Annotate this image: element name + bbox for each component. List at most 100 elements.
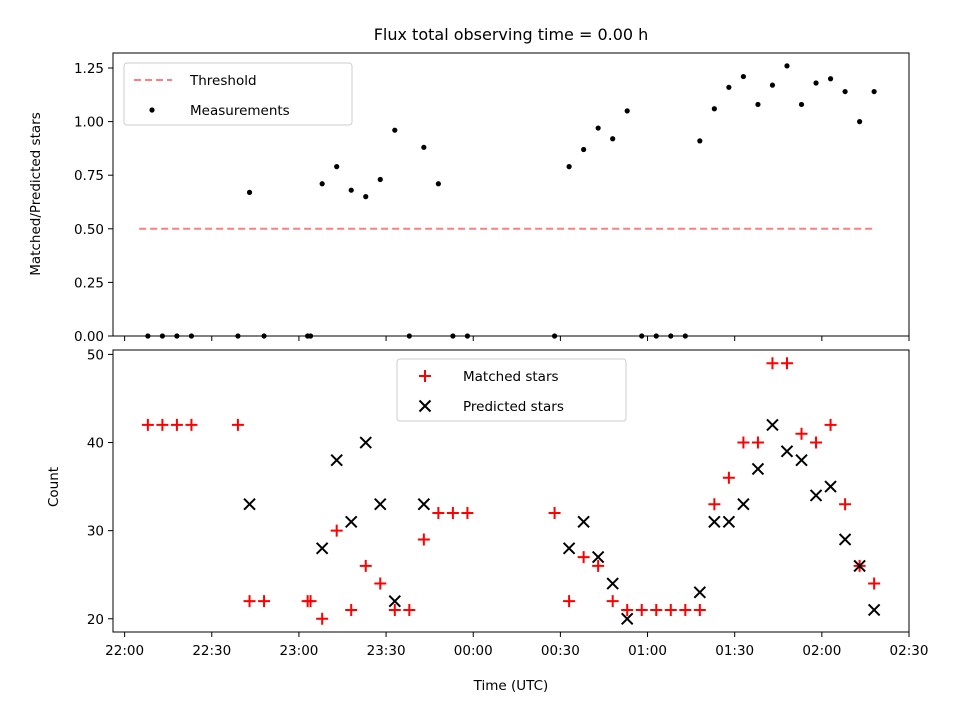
measurements-point: [682, 333, 688, 339]
measurements-point: [392, 127, 398, 133]
measurements-point: [363, 194, 369, 200]
ratio-panel: 0.00 0.25 0.50 0.75 1.00 1.25 Threshold Measure…: [74, 52, 910, 345]
y-tick-label: 1.00: [74, 115, 104, 131]
predicted-stars-point: [795, 453, 808, 467]
y-tick-label: 0.00: [74, 329, 104, 345]
matched-stars-point: [345, 603, 358, 616]
measurements-point: [798, 101, 805, 108]
measurements-point: [668, 333, 674, 339]
legend: Matched stars Predicted stars: [396, 358, 627, 422]
predicted-stars-point: [838, 533, 852, 546]
predicted-stars-point: [737, 498, 750, 511]
predicted-stars-point: [577, 515, 590, 529]
measurements-point: [639, 333, 645, 339]
x-tick-label: 00:30: [541, 643, 580, 659]
measurements-point: [551, 333, 558, 339]
predicted-stars-point: [693, 586, 707, 599]
predicted-stars-point: [606, 577, 619, 590]
matched-stars-point: [592, 559, 605, 572]
x-tick-label: 01:30: [715, 643, 754, 659]
matched-stars-point: [417, 533, 430, 546]
measurements-point: [566, 164, 572, 170]
predicted-stars-point: [824, 480, 837, 493]
matched-stars-point: [868, 577, 881, 590]
x-tick-label: 02:30: [890, 643, 929, 659]
y-tick-label: 30: [87, 524, 104, 540]
plot-frame: [112, 349, 910, 633]
x-tick-label: 01:00: [628, 643, 667, 659]
y-tick-label: 50: [87, 347, 104, 363]
matched-stars-point: [737, 436, 750, 449]
matched-stars-point: [432, 507, 445, 520]
measurements-point: [319, 181, 325, 187]
matched-stars-point: [243, 595, 256, 608]
predicted-stars-legend-label: Predicted stars: [463, 399, 564, 415]
y-tick-label: 0.25: [74, 275, 104, 291]
threshold-legend-label: Threshold: [189, 73, 257, 89]
matched-stars-point: [388, 603, 401, 616]
matched-stars-point: [693, 603, 706, 616]
matched-stars-legend-label: Matched stars: [463, 369, 559, 385]
predicted-stars-point: [780, 445, 794, 458]
measurements-point: [145, 333, 151, 339]
predicted-stars-legend-swatch: [418, 399, 432, 413]
predicted-stars-point: [853, 559, 866, 573]
matched-stars-point: [359, 559, 372, 572]
measurements-legend-label: Measurements: [190, 103, 290, 119]
measurements-point: [610, 136, 616, 142]
matched-stars-point: [577, 551, 590, 564]
x-tick-label: 23:00: [279, 643, 318, 659]
measurements-point: [653, 333, 659, 339]
matched-stars-point: [156, 418, 169, 431]
plot-frame: [112, 52, 910, 337]
measurements-point: [307, 333, 314, 339]
measurements-point: [769, 82, 776, 88]
matched-stars-point: [722, 471, 735, 484]
predicted-stars-point: [374, 498, 387, 511]
predicted-stars-point: [388, 594, 402, 608]
matched-stars-point: [316, 612, 329, 625]
measurements-point: [435, 181, 441, 187]
measurements-point: [595, 125, 601, 131]
matched-stars-point: [810, 436, 823, 449]
matched-stars-point: [548, 507, 561, 520]
measurements-point: [421, 144, 427, 150]
x-tick-label: 22:30: [192, 643, 231, 659]
matched-stars-legend-swatch: [419, 370, 431, 382]
measurements-point: [348, 187, 354, 193]
measurements-point: [406, 333, 412, 339]
measurements-point: [827, 76, 834, 82]
measurements-point: [334, 164, 340, 170]
matched-stars-point: [563, 595, 576, 608]
x-tick-label: 02:00: [802, 643, 841, 659]
measurements-point: [581, 146, 587, 153]
x-tick-label: 23:30: [367, 643, 406, 659]
matched-stars-point: [824, 418, 837, 431]
measurements-point: [624, 108, 630, 114]
matched-stars-point: [330, 524, 343, 537]
matched-stars-point: [446, 507, 459, 520]
y-tick-label: 0.50: [74, 222, 104, 238]
legend-box: [123, 62, 353, 126]
measurements-point: [246, 189, 253, 195]
legend: Threshold Measurements: [123, 62, 353, 126]
measurements-point: [740, 73, 747, 80]
measurements-point: [188, 333, 195, 339]
predicted-stars-point: [417, 498, 431, 511]
matched-stars-point: [679, 603, 692, 616]
matched-stars-point: [780, 357, 793, 370]
matched-stars-point: [461, 507, 474, 520]
matched-stars-point: [708, 498, 721, 511]
measurements-legend-swatch: [149, 107, 155, 113]
measurements-point: [857, 119, 863, 125]
matched-stars-point: [606, 595, 619, 608]
predicted-stars-point: [359, 436, 372, 449]
predicted-stars-point: [722, 515, 736, 529]
bottom-y-axis-label: Count: [46, 467, 62, 507]
measurements-point: [784, 63, 790, 69]
matched-stars-point: [839, 498, 852, 511]
predicted-stars-point: [809, 489, 823, 502]
chart-title: Flux total observing time = 0.00 h: [374, 25, 649, 44]
matched-stars-point: [650, 603, 663, 616]
measurements-point: [174, 333, 180, 339]
